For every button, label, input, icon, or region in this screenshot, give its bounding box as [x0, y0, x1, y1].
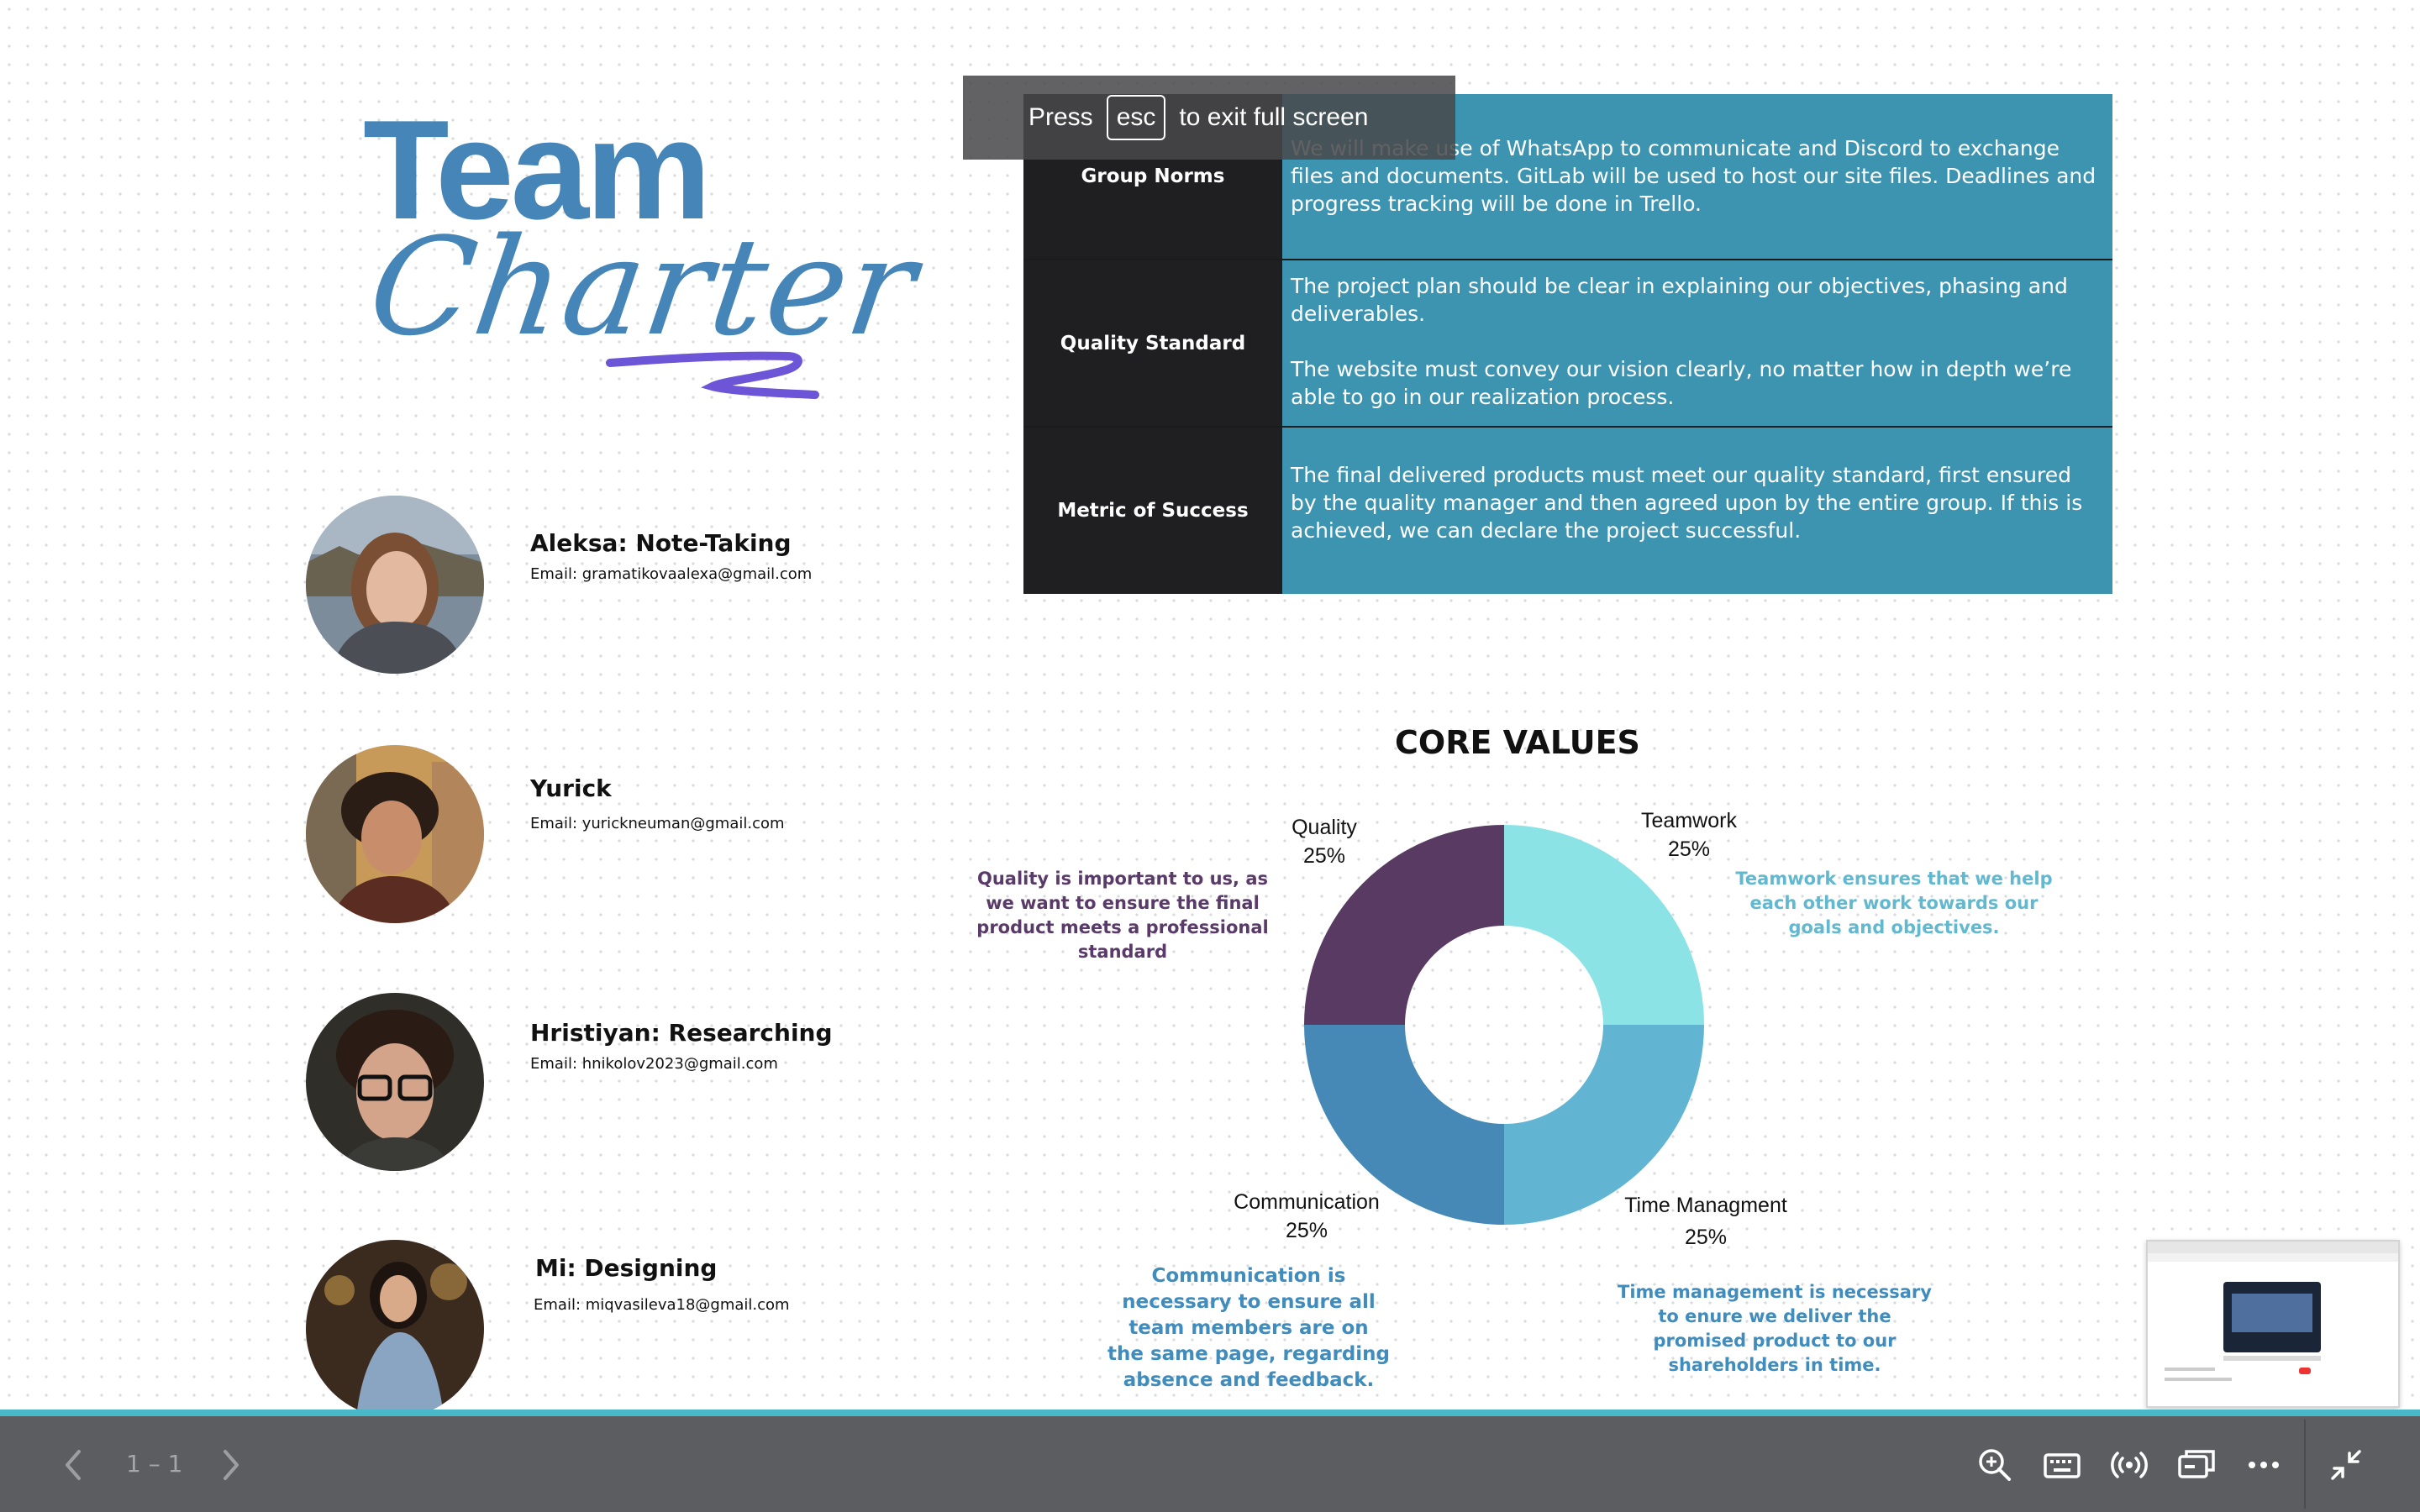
slice-name: Teamwork — [1641, 809, 1737, 832]
table-row: Quality Standard The project plan should… — [1023, 260, 2112, 428]
fullscreen-toast: Press esc to exit full screen — [963, 76, 1455, 160]
core-values-donut-chart — [1304, 825, 1704, 1225]
avatar-photo-mi — [306, 1240, 484, 1418]
toolbar-accent-line — [0, 1410, 2420, 1416]
toast-press: Press — [1028, 103, 1093, 131]
member-name: Aleksa: Note-Taking — [530, 529, 792, 557]
slice-name: Time Managment — [1624, 1194, 1787, 1217]
slice-value: 25% — [1302, 844, 1346, 868]
avatar-photo-yurick — [306, 745, 484, 923]
more-icon[interactable] — [2244, 1445, 2284, 1485]
title-charter: Charter — [360, 208, 927, 365]
row-label: Quality Standard — [1023, 260, 1282, 426]
title-team: Team — [363, 91, 711, 249]
member-email: Email: miqvasileva18@gmail.com — [534, 1296, 790, 1314]
avatar — [306, 496, 484, 674]
table-row: Group Norms We will make use of WhatsApp… — [1023, 94, 2112, 260]
present-window-icon[interactable] — [2176, 1445, 2217, 1485]
quality-description: Quality is important to us, as we want t… — [976, 869, 1269, 962]
slice-label-communication: Communication 25% — [1218, 1188, 1395, 1245]
chevron-right-icon[interactable] — [217, 1446, 245, 1483]
page-indicator: 1 – 1 — [126, 1450, 183, 1478]
row-paragraph: The project plan should be clear in expl… — [1291, 274, 2068, 326]
communication-description: Communication is necessary to ensure all… — [1107, 1265, 1391, 1391]
toolbar-divider — [2304, 1420, 2306, 1509]
avatar — [306, 993, 484, 1171]
time-management-description: Time management is necessary to enure we… — [1618, 1282, 1932, 1375]
member-email: Email: hnikolov2023@gmail.com — [530, 1055, 778, 1073]
slice-value: 25% — [1684, 1226, 1728, 1249]
keyboard-icon[interactable] — [2042, 1445, 2082, 1485]
row-content: The final delivered products must meet o… — [1282, 428, 2112, 594]
member-name: Mi: Designing — [535, 1254, 718, 1282]
slice-value: 25% — [1667, 837, 1711, 861]
charter-table: Group Norms We will make use of WhatsApp… — [1023, 94, 2112, 594]
row-paragraph: The final delivered products must meet o… — [1291, 463, 2083, 543]
avatar-photo-hristiyan — [306, 993, 484, 1171]
core-values-title: CORE VALUES — [1395, 724, 1640, 761]
member-email: Email: gramatikovaalexa@gmail.com — [530, 565, 813, 583]
row-content: The project plan should be clear in expl… — [1282, 260, 2112, 426]
esc-key: esc — [1106, 95, 1166, 140]
member-email: Email: yurickneuman@gmail.com — [530, 815, 785, 832]
donut-slice-teamwork — [1504, 825, 1704, 1025]
teamwork-description: Teamwork ensures that we help each other… — [1735, 869, 2053, 937]
presentation-toolbar — [0, 1416, 2420, 1512]
broadcast-icon[interactable] — [2109, 1445, 2149, 1485]
toast-rest: to exit full screen — [1179, 103, 1369, 131]
member-name: Yurick — [530, 774, 612, 802]
donut-slice-quality — [1304, 825, 1504, 1025]
member-name: Hristiyan: Researching — [530, 1019, 833, 1047]
chevron-left-icon[interactable] — [59, 1446, 87, 1483]
slice-label-quality: Quality 25% — [1274, 813, 1375, 870]
row-paragraph: The website must convey our vision clear… — [1291, 357, 2072, 409]
table-row: Metric of Success The final delivered pr… — [1023, 428, 2112, 594]
title-underline-scribble — [606, 351, 819, 399]
slice-name: Quality — [1292, 816, 1357, 839]
avatar-photo-aleksa — [306, 496, 484, 674]
slice-label-time-managment: Time Managment 25% — [1605, 1191, 1807, 1252]
row-label: Metric of Success — [1023, 428, 1282, 594]
slice-value: 25% — [1285, 1219, 1328, 1242]
slice-label-teamwork: Teamwork 25% — [1622, 806, 1756, 864]
donut-slice-communication — [1304, 1025, 1504, 1225]
zoom-in-icon[interactable] — [1975, 1445, 2015, 1485]
slice-name: Communication — [1234, 1190, 1380, 1214]
avatar — [306, 1240, 484, 1418]
avatar — [306, 745, 484, 923]
donut-slice-time-managment — [1504, 1025, 1704, 1225]
row-paragraph: We will make use of WhatsApp to communic… — [1291, 136, 2096, 216]
thumbnail-image — [2148, 1242, 2398, 1406]
exit-fullscreen-icon[interactable] — [2326, 1445, 2366, 1485]
slide-thumbnail-preview[interactable] — [2146, 1240, 2400, 1408]
